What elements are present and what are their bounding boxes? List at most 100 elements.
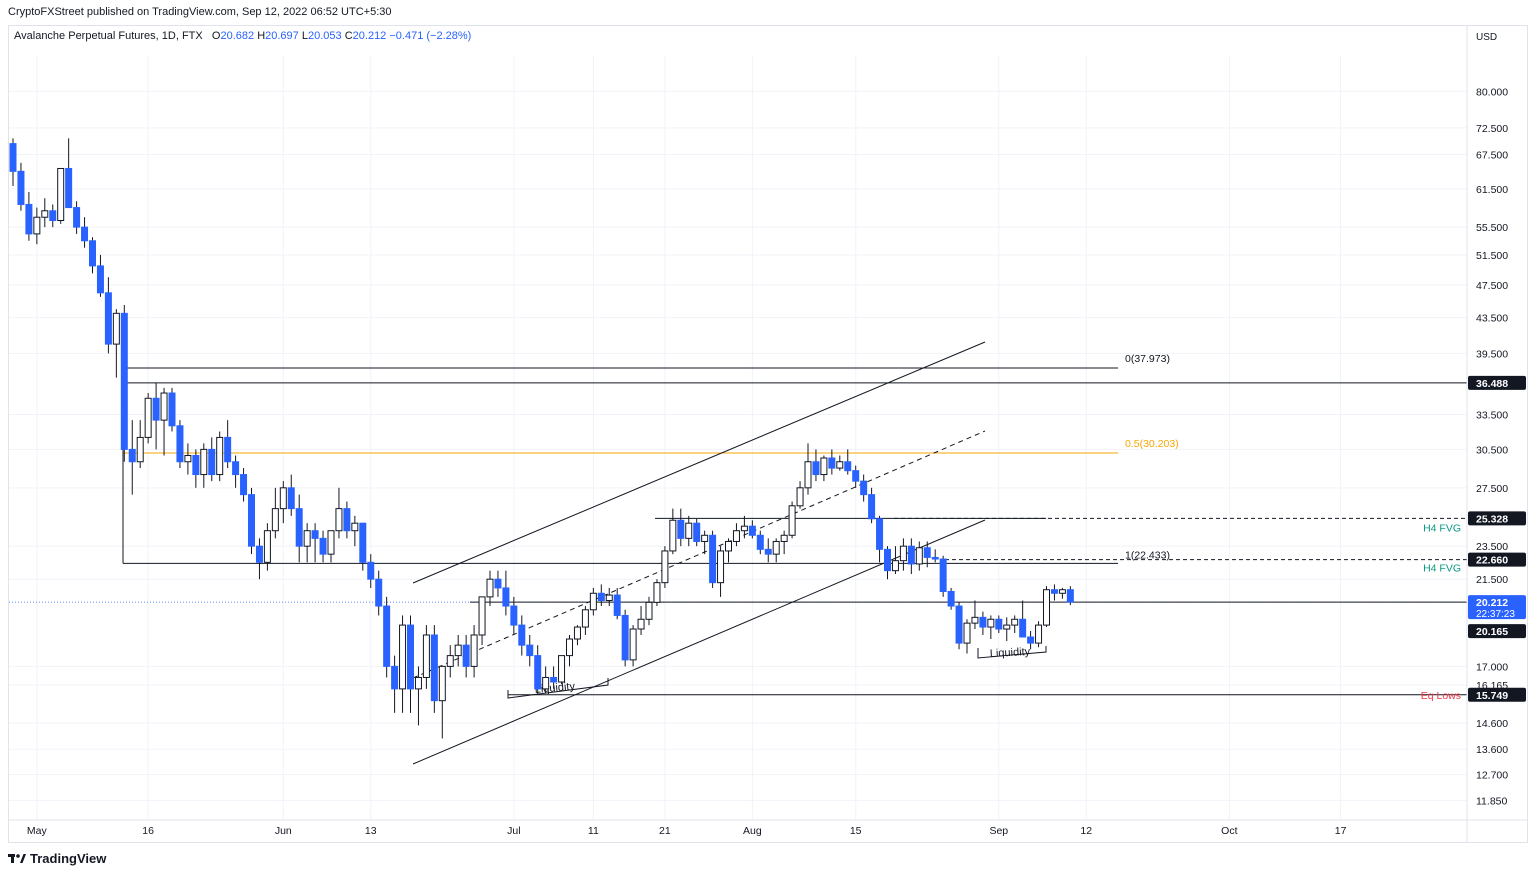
price-tick-label: 12.700	[1476, 770, 1508, 782]
candle-body	[248, 494, 255, 547]
candle-body	[860, 480, 868, 496]
price-axis[interactable]: USD 80.000 72.500 67.500 61.500 55.500 51.500 4…	[1466, 26, 1508, 843]
candle-body	[844, 461, 852, 472]
candle-body	[852, 470, 860, 482]
tradingview-logo-icon	[8, 852, 26, 866]
candle-body	[1019, 618, 1027, 638]
candle-body	[923, 547, 931, 558]
price-tick-label: 14.600	[1476, 718, 1508, 730]
tag-last-price	[1468, 595, 1526, 620]
candle-body	[112, 312, 120, 345]
candle-body	[1011, 618, 1019, 626]
candle-body	[518, 624, 526, 646]
candle-body	[160, 392, 168, 421]
candle-body	[621, 614, 629, 661]
h4-fvg-label: H4 FVG	[1423, 563, 1461, 575]
time-tick-label: 17	[1335, 825, 1347, 837]
time-axis[interactable]: May 16 Jun 13 Jul 11 21 Aug 15 Sep 12 Oct 17	[9, 819, 1527, 837]
tag-last-price-text: 20.212	[1476, 597, 1508, 609]
candle-body	[454, 644, 462, 657]
tag-15749	[1468, 687, 1526, 702]
price-tick-label: 23.500	[1476, 541, 1508, 553]
candle-body	[550, 676, 558, 683]
time-tick-label: Aug	[743, 825, 762, 837]
high-label: H	[257, 30, 266, 42]
channel-lower	[412, 519, 986, 765]
candle-body	[311, 530, 319, 539]
candle-body	[1027, 636, 1035, 644]
candle-body	[208, 448, 216, 476]
candle-body	[502, 587, 510, 607]
liquidity-label: Liquidity	[990, 646, 1031, 660]
candle-body	[414, 676, 422, 690]
footer: TradingView	[8, 851, 106, 866]
high-value: 20.697	[265, 30, 299, 42]
tag-20165	[1468, 624, 1526, 639]
candle-body	[240, 474, 248, 496]
candle-body	[764, 548, 772, 555]
candle-body	[287, 487, 295, 510]
fib-05-label: 0.5(30.203)	[1125, 438, 1179, 450]
candle-body	[494, 578, 502, 589]
candle-body	[788, 505, 796, 536]
candle-body	[931, 556, 939, 560]
time-tick-label: 13	[365, 825, 377, 837]
candle-body	[33, 216, 41, 235]
change-value: −0.471 (−2.28%)	[389, 30, 472, 42]
candle-body	[144, 397, 152, 438]
candle-body	[104, 292, 112, 345]
candle-body	[732, 530, 740, 542]
channel-mid	[412, 430, 986, 679]
price-tick-label: 55.500	[1476, 222, 1508, 234]
candle-body	[1066, 589, 1074, 603]
low-label: L	[301, 30, 308, 42]
candle-body	[391, 665, 399, 690]
open-label: O	[211, 30, 221, 42]
candle-body	[581, 609, 589, 628]
tag-25328-text: 25.328	[1476, 513, 1508, 525]
candle-body	[399, 624, 407, 690]
candle-body	[263, 530, 271, 563]
candle-body	[303, 530, 311, 547]
candle-body	[1035, 624, 1043, 644]
candle-body	[812, 461, 820, 476]
tag-25328	[1468, 511, 1526, 526]
tag-15749-text: 15.749	[1476, 690, 1508, 702]
grid	[9, 56, 1467, 820]
time-tick-label: Oct	[1221, 825, 1237, 837]
tag-22660-text: 22.660	[1476, 555, 1508, 567]
candle-body	[685, 522, 693, 539]
candle-body	[478, 596, 486, 636]
candle-body	[796, 487, 804, 507]
time-tick-label: 12	[1080, 825, 1092, 837]
chart-legend: Avalanche Perpetual Futures, 1D, FTX O20…	[14, 30, 471, 42]
candle-body	[740, 525, 748, 532]
candle-body	[200, 448, 208, 476]
candle-body	[407, 624, 414, 690]
candle-body	[343, 508, 351, 532]
candle-body	[279, 487, 287, 510]
candle-body	[629, 628, 637, 661]
price-tick-label: 67.500	[1476, 149, 1508, 161]
price-tick-label: 80.000	[1476, 86, 1508, 98]
price-tick-label: 17.000	[1476, 661, 1508, 673]
channel-upper	[412, 341, 986, 584]
candle-body	[947, 590, 955, 607]
candle-body	[168, 392, 176, 427]
price-tick-label: 21.500	[1476, 574, 1508, 586]
candle-body	[661, 550, 669, 584]
eq-lows-label: Eq Lows	[1421, 690, 1461, 702]
chart-frame	[8, 25, 1528, 843]
candle-body	[955, 605, 963, 644]
candle-body	[995, 618, 1003, 630]
price-tick-label: 72.500	[1476, 123, 1508, 135]
candle-body	[89, 240, 96, 267]
candle-body	[677, 519, 685, 539]
candle-body	[526, 644, 534, 657]
candle-body	[510, 605, 518, 626]
candle-body	[359, 522, 367, 563]
liquidity-bracket	[507, 678, 609, 699]
candle-body	[375, 578, 383, 607]
tag-last-price-timer: 22:37:23	[1476, 609, 1515, 620]
